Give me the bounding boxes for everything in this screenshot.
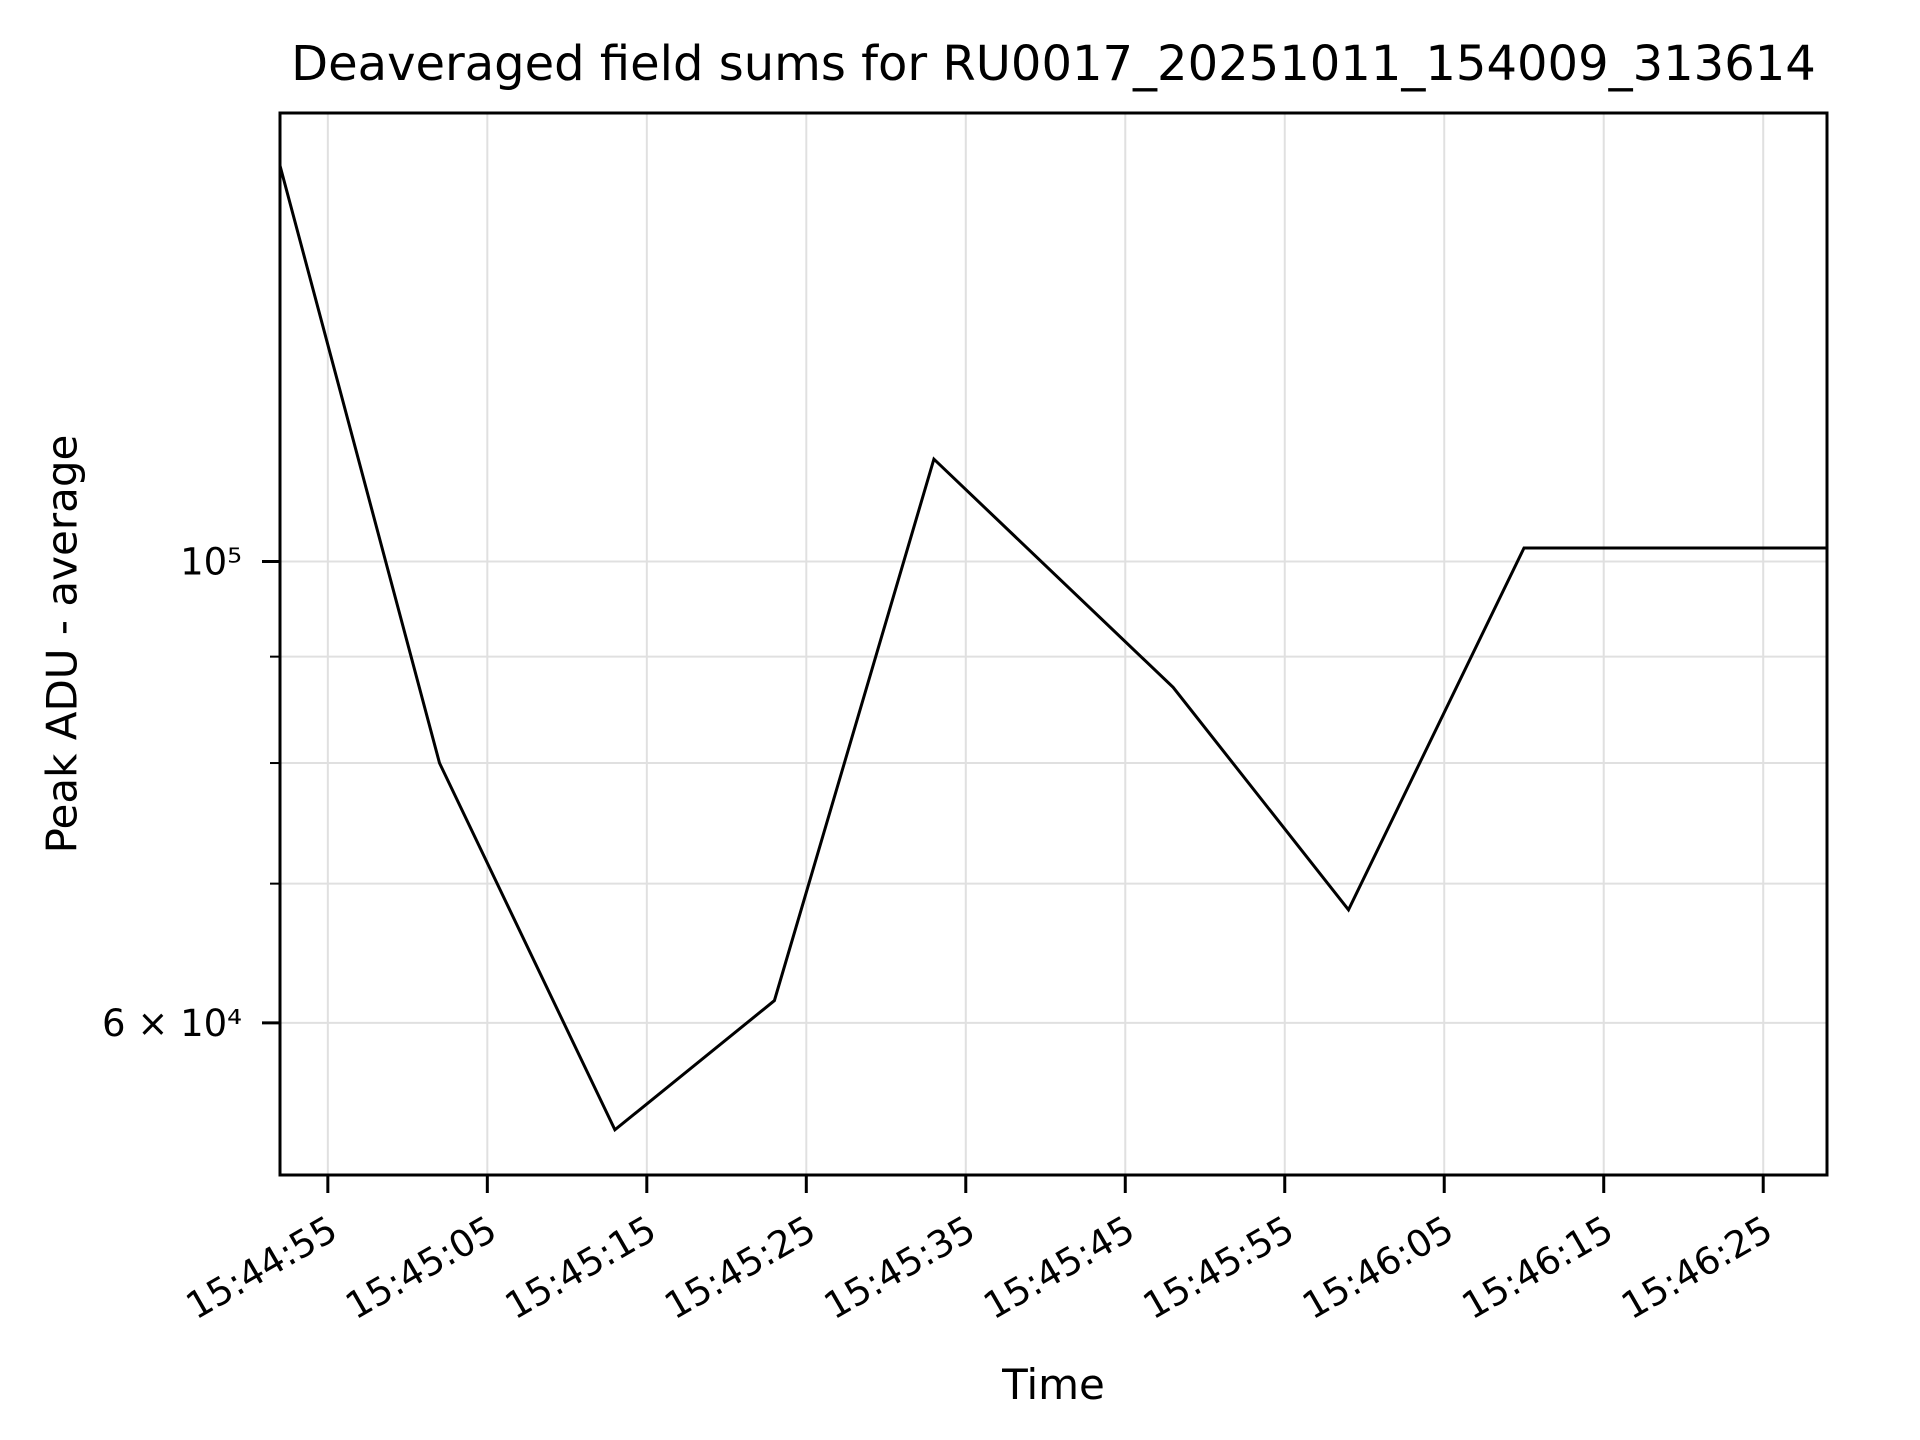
x-tick-label: 15:45:05	[338, 1208, 503, 1328]
x-tick-label: 15:45:25	[657, 1208, 822, 1328]
x-tick-label: 15:46:15	[1455, 1208, 1620, 1328]
data-line	[278, 165, 1827, 1133]
chart-title: Deaveraged field sums for RU0017_2025101…	[291, 36, 1816, 92]
x-tick-label: 15:46:05	[1295, 1208, 1460, 1328]
x-tick-label: 15:44:55	[179, 1208, 344, 1328]
y-tick-label: 6 × 10⁴	[102, 1002, 242, 1045]
x-tick-label: 15:45:35	[817, 1208, 982, 1328]
x-tick-label: 15:45:15	[498, 1208, 663, 1328]
x-tick-label: 15:45:45	[976, 1208, 1141, 1328]
y-axis-label: Peak ADU - average	[37, 434, 87, 854]
x-tick-label: 15:46:25	[1614, 1208, 1779, 1328]
axes-spines	[278, 111, 1829, 1177]
x-axis-label: Time	[1002, 1360, 1105, 1409]
x-tick-label: 15:45:55	[1136, 1208, 1301, 1328]
y-tick-label: 10⁵	[180, 540, 242, 583]
